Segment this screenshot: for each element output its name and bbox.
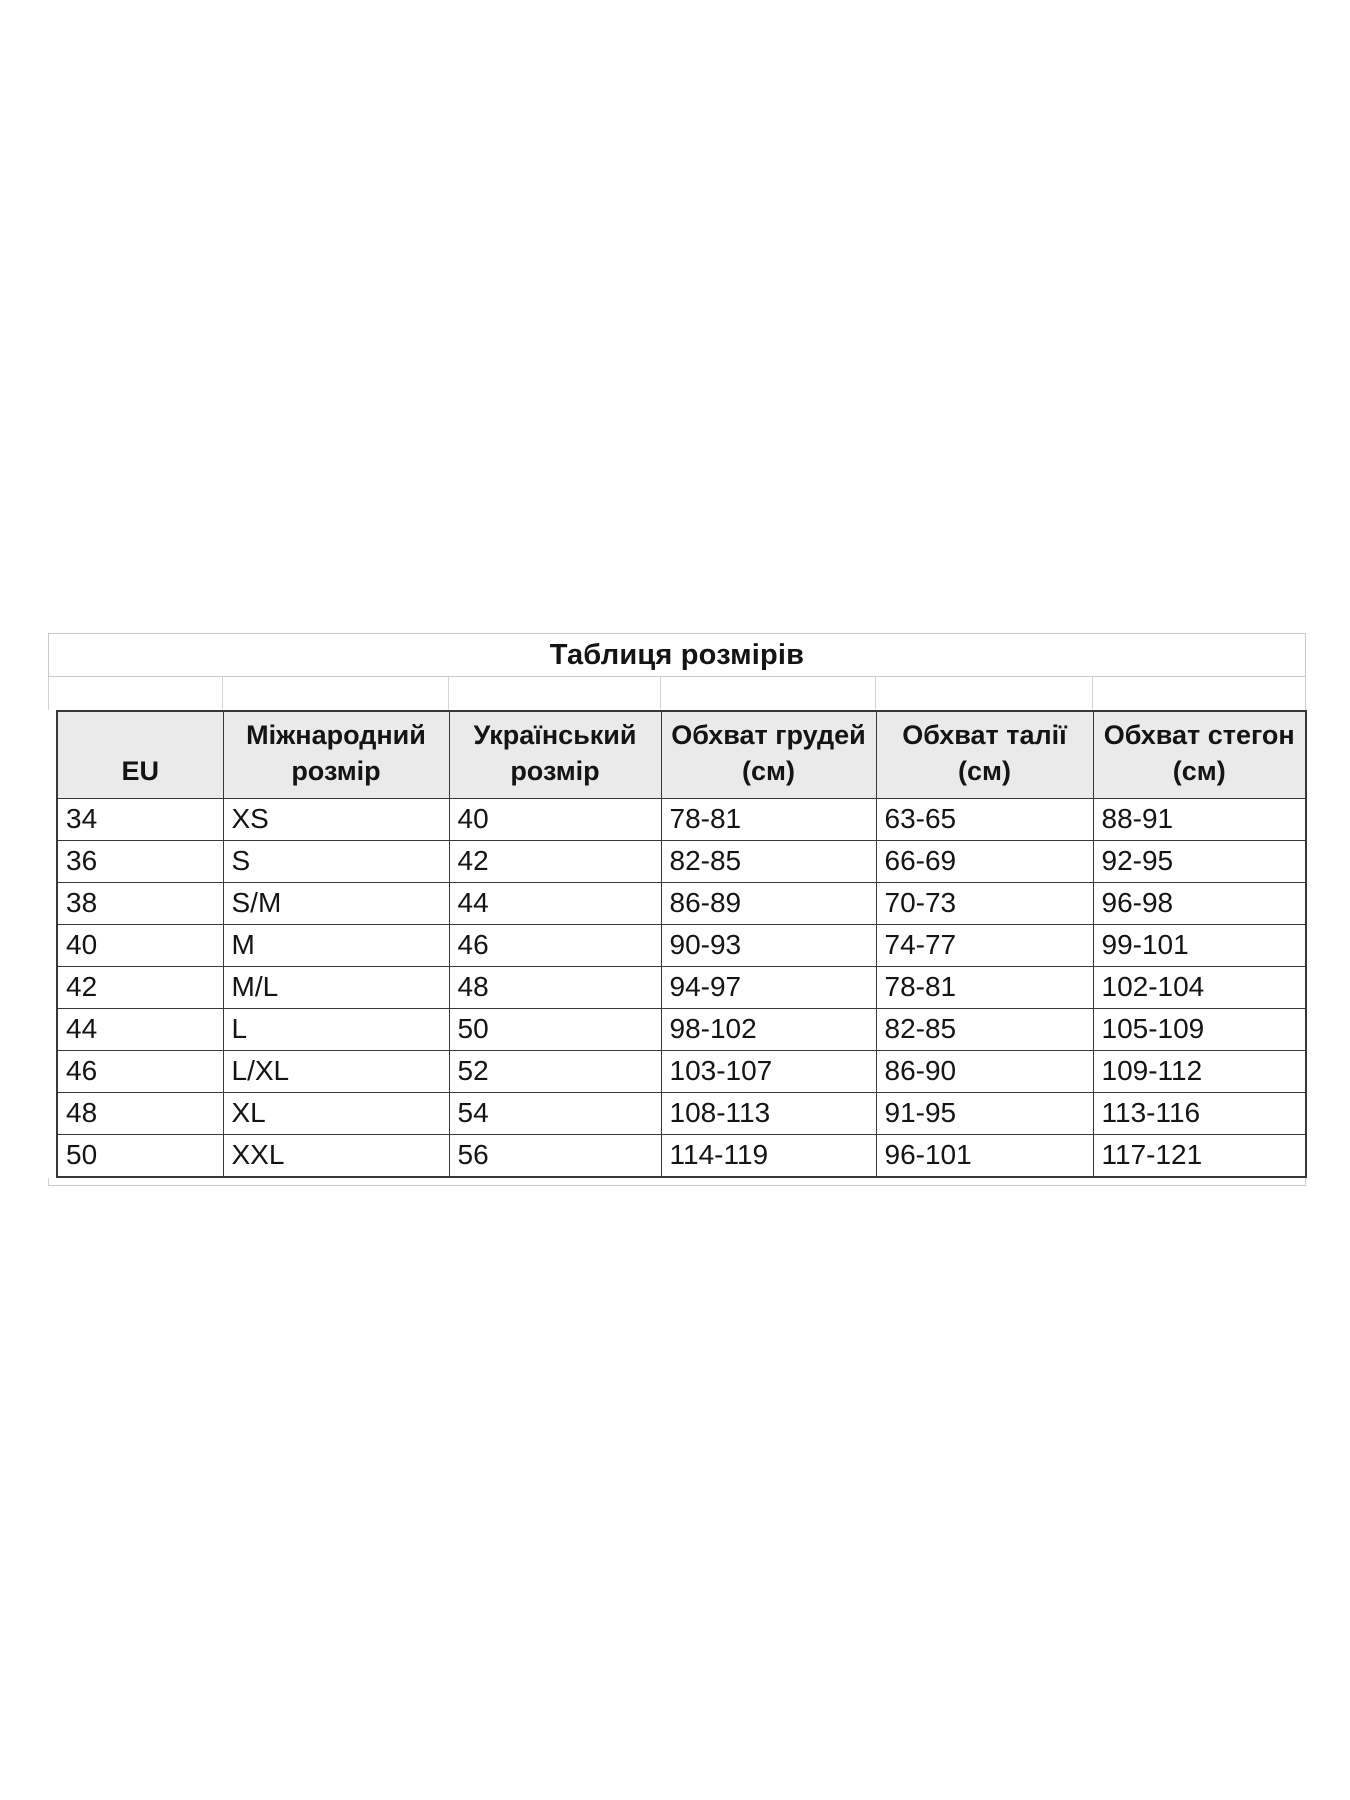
cell-international: M: [222, 924, 450, 968]
header-row: EU Міжнародний розмір Український розмір…: [56, 710, 1307, 800]
cell-ukrainian: 40: [448, 798, 662, 842]
cell-ukrainian: 56: [448, 1134, 662, 1178]
cell-waist: 63-65: [875, 798, 1094, 842]
cell-chest: 82-85: [660, 840, 877, 884]
cell-ukrainian: 48: [448, 966, 662, 1010]
cell-hips: 92-95: [1092, 840, 1307, 884]
size-chart: Таблиця розмірів EU Міжнародний розмі: [48, 633, 1307, 1187]
cell-ukrainian: 44: [448, 882, 662, 926]
cell-hips: 88-91: [1092, 798, 1307, 842]
spacer-cell: [449, 677, 661, 710]
table-row: 34 XS 40 78-81 63-65 88-91: [56, 798, 1307, 842]
cell-hips: 105-109: [1092, 1008, 1307, 1052]
cell-eu: 34: [56, 798, 224, 842]
col-header-international-size: Міжнародний розмір: [222, 710, 450, 800]
size-table: EU Міжнародний розмір Український розмір…: [56, 710, 1307, 1179]
cell-international: XS: [222, 798, 450, 842]
cell-eu: 44: [56, 1008, 224, 1052]
cell-hips: 117-121: [1092, 1134, 1307, 1178]
cell-chest: 103-107: [660, 1050, 877, 1094]
cell-waist: 74-77: [875, 924, 1094, 968]
cell-ukrainian: 54: [448, 1092, 662, 1136]
table-row: 50 XXL 56 114-119 96-101 117-121: [56, 1134, 1307, 1178]
cell-waist: 86-90: [875, 1050, 1094, 1094]
cell-international: XXL: [222, 1134, 450, 1178]
table-row: 42 M/L 48 94-97 78-81 102-104: [56, 966, 1307, 1010]
cell-hips: 113-116: [1092, 1092, 1307, 1136]
cell-ukrainian: 52: [448, 1050, 662, 1094]
cell-eu: 40: [56, 924, 224, 968]
cell-eu: 38: [56, 882, 224, 926]
cell-waist: 78-81: [875, 966, 1094, 1010]
cell-chest: 114-119: [660, 1134, 877, 1178]
table-row: 44 L 50 98-102 82-85 105-109: [56, 1008, 1307, 1052]
cell-eu: 46: [56, 1050, 224, 1094]
cell-hips: 109-112: [1092, 1050, 1307, 1094]
cell-international: XL: [222, 1092, 450, 1136]
cell-waist: 70-73: [875, 882, 1094, 926]
spacer-cell: [49, 677, 223, 710]
col-header-ukrainian-size: Український розмір: [448, 710, 662, 800]
cell-chest: 78-81: [660, 798, 877, 842]
cell-waist: 66-69: [875, 840, 1094, 884]
cell-chest: 90-93: [660, 924, 877, 968]
spacer-cell: [876, 677, 1093, 710]
cell-international: S: [222, 840, 450, 884]
cell-waist: 96-101: [875, 1134, 1094, 1178]
cell-eu: 36: [56, 840, 224, 884]
col-header-eu: EU: [56, 710, 224, 800]
table-row: 38 S/M 44 86-89 70-73 96-98: [56, 882, 1307, 926]
col-header-hips: Обхват стегон (см): [1092, 710, 1307, 800]
cell-international: L: [222, 1008, 450, 1052]
col-header-waist: Обхват талії (см): [875, 710, 1094, 800]
cell-international: L/XL: [222, 1050, 450, 1094]
outer-frame-bottom: [48, 1178, 1306, 1187]
cell-waist: 82-85: [875, 1008, 1094, 1052]
table-row: 46 L/XL 52 103-107 86-90 109-112: [56, 1050, 1307, 1094]
spacer-row: [48, 677, 1306, 710]
spacer-cell: [661, 677, 876, 710]
cell-eu: 50: [56, 1134, 224, 1178]
size-chart-title: Таблиця розмірів: [48, 633, 1306, 677]
cell-hips: 96-98: [1092, 882, 1307, 926]
cell-ukrainian: 46: [448, 924, 662, 968]
cell-chest: 108-113: [660, 1092, 877, 1136]
cell-hips: 102-104: [1092, 966, 1307, 1010]
cell-chest: 94-97: [660, 966, 877, 1010]
cell-chest: 86-89: [660, 882, 877, 926]
cell-eu: 48: [56, 1092, 224, 1136]
cell-eu: 42: [56, 966, 224, 1010]
cell-international: S/M: [222, 882, 450, 926]
cell-ukrainian: 42: [448, 840, 662, 884]
spacer-cell: [223, 677, 449, 710]
cell-waist: 91-95: [875, 1092, 1094, 1136]
cell-chest: 98-102: [660, 1008, 877, 1052]
table-row: 36 S 42 82-85 66-69 92-95: [56, 840, 1307, 884]
cell-ukrainian: 50: [448, 1008, 662, 1052]
table-row: 48 XL 54 108-113 91-95 113-116: [56, 1092, 1307, 1136]
table-row: 40 M 46 90-93 74-77 99-101: [56, 924, 1307, 968]
col-header-chest: Обхват грудей (см): [660, 710, 877, 800]
cell-hips: 99-101: [1092, 924, 1307, 968]
cell-international: M/L: [222, 966, 450, 1010]
spacer-cell: [1093, 677, 1305, 710]
